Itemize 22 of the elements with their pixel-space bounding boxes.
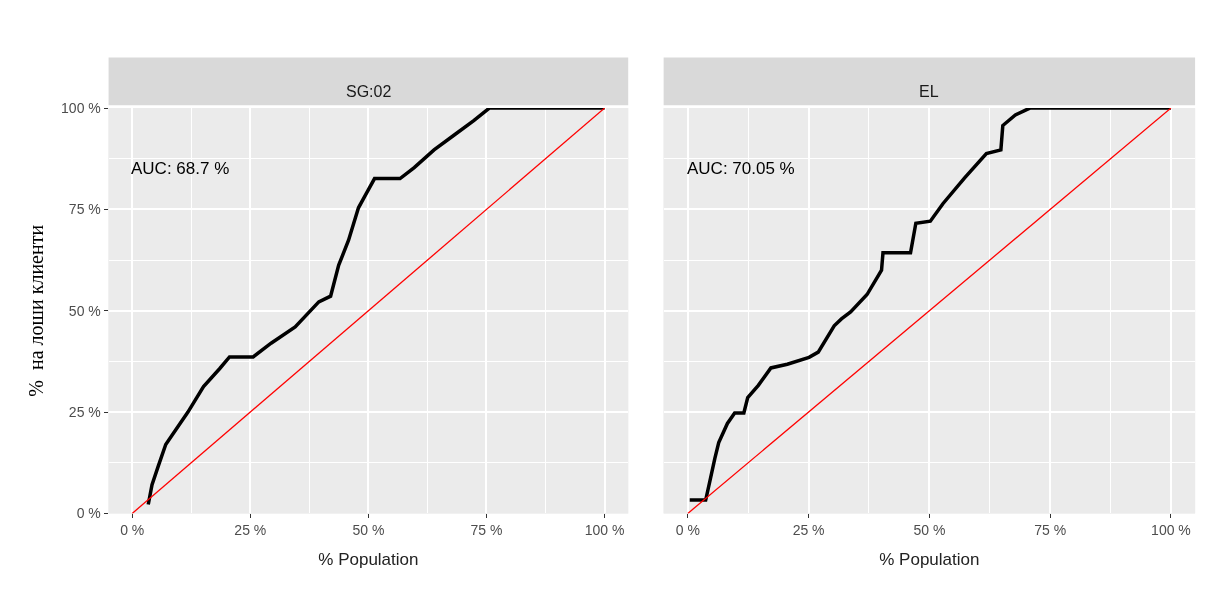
x-tick-label: 100 %	[584, 522, 625, 539]
y-tick-label: 50 %	[68, 302, 101, 319]
chart-title: EL	[919, 83, 939, 100]
x-tick-label: 50 %	[352, 522, 385, 539]
annotation: AUC: 70.05 %	[687, 159, 795, 178]
x-tick-label: 50 %	[913, 522, 946, 539]
x-tick-label: 100 %	[1151, 522, 1191, 539]
x-tick-label: 75 %	[470, 522, 503, 539]
y-tick-label: 25 %	[68, 404, 101, 420]
x-tick-label: 75 %	[1034, 522, 1067, 539]
y-tick-label: 75 %	[68, 201, 101, 218]
x-tick-label: 25 %	[792, 522, 825, 539]
chart-title: SG:02	[346, 83, 392, 100]
x-axis-title: % Population	[879, 549, 980, 569]
annotation: AUC: 68.7 %	[131, 159, 230, 178]
x-axis-title: % Population	[318, 549, 419, 569]
y-axis-title: % на лоши клиенти	[24, 224, 47, 397]
x-tick-label: 25 %	[234, 522, 267, 539]
y-tick-label: 0 %	[76, 505, 101, 522]
x-tick-label: 0 %	[120, 522, 145, 539]
x-tick-label: 0 %	[675, 522, 700, 539]
y-tick-label: 100 %	[61, 99, 101, 116]
